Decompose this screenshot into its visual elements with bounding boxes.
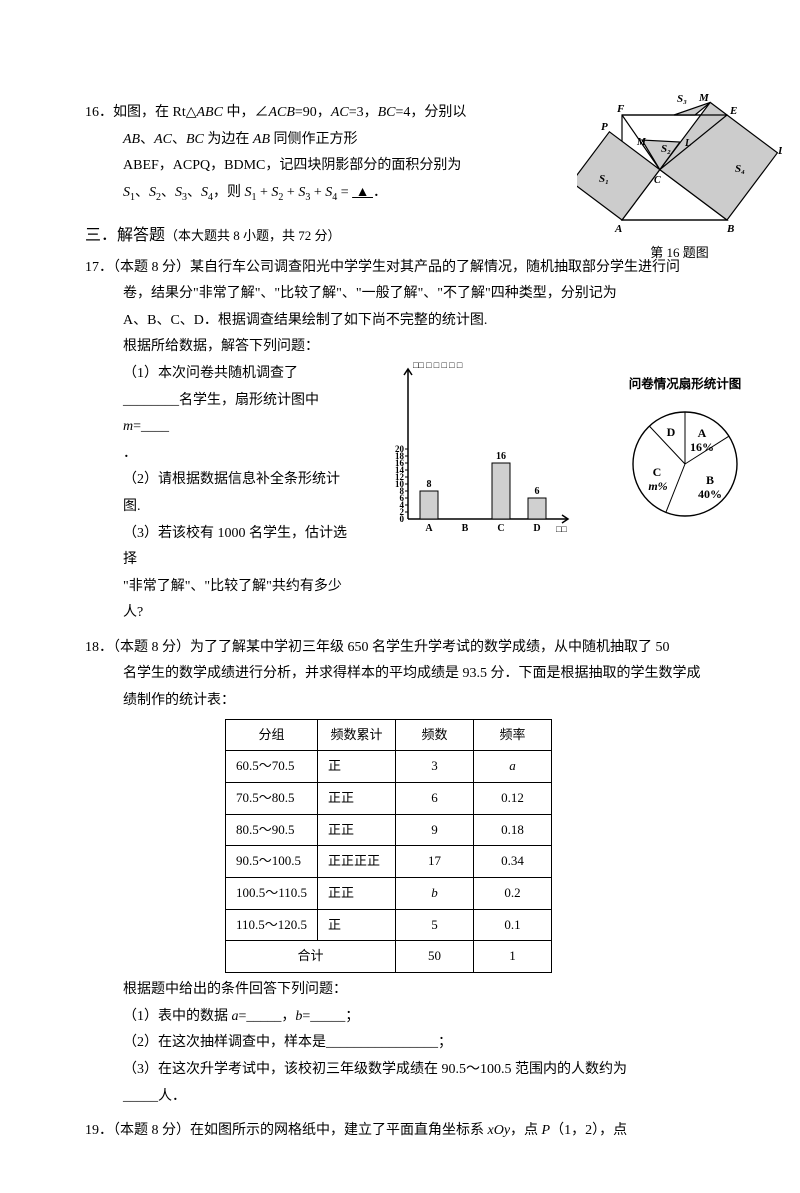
- q16-l1: 16．如图，在 Rt△ABC 中，∠ACB=90，AC=3，BC=4，分别以: [85, 105, 466, 120]
- th-group: 分组: [226, 719, 318, 751]
- q18-l2: 名学生的数学成绩进行分析，并求得样本的平均成绩是 93.5 分．下面是根据抽取的…: [85, 661, 730, 688]
- pie-title: 问卷情况扇形统计图: [610, 373, 760, 397]
- label-S4: S₄: [735, 163, 745, 175]
- label-D: D: [777, 145, 782, 157]
- label-S3: S₃: [677, 93, 687, 105]
- table-row: 80.5～90.5正正90.18: [226, 814, 552, 846]
- label-S2: S₂: [661, 143, 671, 155]
- sec3-a: 三．解答题: [85, 227, 165, 244]
- th-tally: 频数累计: [318, 719, 396, 751]
- label-F: F: [616, 103, 625, 115]
- q18-sub3b: _____人．: [85, 1084, 730, 1111]
- q19-head: 19．（本题 8 分）在如图所示的网格纸中，建立了平面直角坐标系 xOy，点 P…: [85, 1118, 730, 1145]
- svg-text:m%: m%: [648, 479, 667, 493]
- table-header-row: 分组 频数累计 频数 频率: [226, 719, 552, 751]
- q16-l2: AB、AC、BC 为边在 AB 同侧作正方形: [85, 127, 515, 154]
- q18-table: 分组 频数累计 频数 频率 60.5～70.5正3a 70.5～80.5正正60…: [225, 719, 552, 974]
- question-17: 17．（本题 8 分）某自行车公司调查阳光中学学生对其产品的了解情况，随机抽取部…: [85, 255, 730, 627]
- label-Mi: M: [636, 137, 647, 148]
- q16-l3: ABEF，ACPQ，BDMC，记四块阴影部分的面积分别为: [85, 153, 515, 180]
- table-row: 90.5～100.5正正正正170.34: [226, 846, 552, 878]
- th-freq: 频数: [396, 719, 474, 751]
- svg-text:16%: 16%: [690, 440, 714, 454]
- question-18: 18．（本题 8 分）为了了解某中学初三年级 650 名学生升学考试的数学成绩，…: [85, 635, 730, 1110]
- bar-chart: 0 2 4 6 8 10 12 14 16 18 20: [380, 361, 575, 546]
- table-row: 70.5～80.5正正60.12: [226, 783, 552, 815]
- svg-text:D: D: [667, 425, 676, 439]
- q18-l3: 绩制作的统计表：: [85, 688, 730, 715]
- q17-sub2: （2）请根据数据信息补全条形统计图.: [123, 467, 348, 520]
- label-B: B: [726, 223, 734, 235]
- label-S1: S₁: [599, 173, 609, 185]
- q17-l2: 卷，结果分"非常了解"、"比较了解"、"一般了解"、"不了解"四种类型，分别记为: [85, 281, 730, 308]
- fig16-svg: F S₃ M E P M S₂ L D Q S₁ C S₄ A B: [577, 90, 782, 235]
- svg-text:A: A: [425, 523, 433, 534]
- q17-subquestions: （1）本次问卷共随机调查了 ________名学生，扇形统计图中 m=____ …: [123, 361, 348, 627]
- q17-body: （1）本次问卷共随机调查了 ________名学生，扇形统计图中 m=____ …: [85, 361, 730, 627]
- q18-sub1: （1）表中的数据 a=_____，b=_____；: [85, 1004, 730, 1031]
- q18-sub2: （2）在这次抽样调查中，样本是________________；: [85, 1030, 730, 1057]
- pie-chart: A 16% B 40% C m% D: [610, 399, 760, 529]
- label-E: E: [729, 105, 737, 117]
- svg-text:C: C: [653, 465, 662, 479]
- label-P: P: [601, 121, 608, 133]
- svg-text:16: 16: [496, 451, 506, 462]
- svg-text:40%: 40%: [698, 487, 722, 501]
- label-L: L: [684, 138, 691, 149]
- svg-text:20: 20: [395, 444, 405, 454]
- q18-head: 18．（本题 8 分）为了了解某中学初三年级 650 名学生升学考试的数学成绩，…: [85, 635, 730, 662]
- svg-text:D: D: [533, 523, 540, 534]
- table-row: 60.5～70.5正3a: [226, 751, 552, 783]
- svg-text:B: B: [462, 523, 469, 534]
- svg-text:6: 6: [535, 486, 540, 497]
- label-A: A: [614, 223, 622, 235]
- q17-sub1: （1）本次问卷共随机调查了 ________名学生，扇形统计图中 m=____ …: [123, 361, 348, 467]
- svg-text:8: 8: [427, 479, 432, 490]
- svg-text:□□: □□: [556, 524, 567, 534]
- figure-16: F S₃ M E P M S₂ L D Q S₁ C S₄ A B 第 16 题…: [577, 90, 782, 261]
- svg-text:A: A: [698, 426, 707, 440]
- q16-l4: S1、S2、S3、S4，则 S1 + S2 + S3 + S4 = ▲ ．: [85, 180, 515, 207]
- q18-sub3a: （3）在这次升学考试中，该校初三年级数学成绩在 90.5～100.5 范围内的人…: [85, 1057, 730, 1084]
- page: F S₃ M E P M S₂ L D Q S₁ C S₄ A B 第 16 题…: [0, 0, 800, 1193]
- svg-text:B: B: [706, 473, 714, 487]
- sec3-b: （本大题共 8 小题，共 72 分）: [165, 228, 341, 243]
- question-19: 19．（本题 8 分）在如图所示的网格纸中，建立了平面直角坐标系 xOy，点 P…: [85, 1118, 730, 1145]
- table-row: 110.5～120.5正50.1: [226, 909, 552, 941]
- fig16-caption: 第 16 题图: [577, 242, 782, 261]
- th-rate: 频率: [474, 719, 552, 751]
- q18-after1: 根据题中给出的条件回答下列问题：: [85, 977, 730, 1004]
- q17-sub3: （3）若该校有 1000 名学生，估计选择 "非常了解"、"比较了解"共约有多少…: [123, 521, 348, 627]
- label-M: M: [698, 92, 710, 104]
- table-total-row: 合计501: [226, 941, 552, 973]
- table-row: 100.5～110.5正正b0.2: [226, 878, 552, 910]
- q17-charts: 0 2 4 6 8 10 12 14 16 18 20: [380, 361, 750, 541]
- pie-chart-wrap: 问卷情况扇形统计图 A 16% B: [610, 373, 760, 539]
- svg-text:C: C: [497, 523, 504, 534]
- label-C: C: [654, 175, 661, 186]
- q17-l3: A、B、C、D．根据调查结果绘制了如下尚不完整的统计图.: [85, 308, 730, 335]
- q17-l4: 根据所给数据，解答下列问题：: [85, 334, 730, 361]
- svg-text:□□ □ □ □ □ □: □□ □ □ □ □ □: [413, 361, 463, 370]
